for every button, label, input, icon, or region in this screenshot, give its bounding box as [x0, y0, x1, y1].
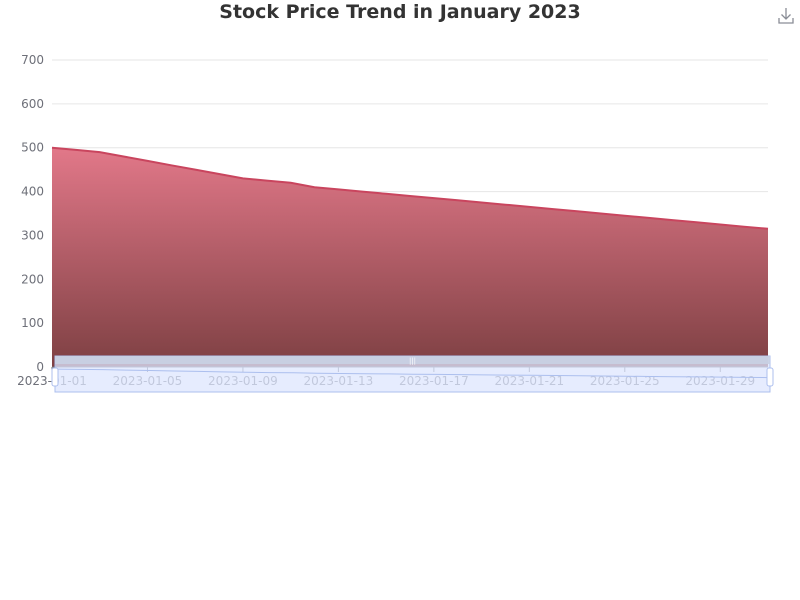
y-tick-label: 200 — [21, 272, 44, 286]
data-zoom-preview-line — [54, 368, 771, 379]
y-tick-label: 0 — [36, 360, 44, 374]
series-line — [51, 146, 769, 230]
y-tick-label: 100 — [21, 316, 44, 330]
data-zoom-end-handle[interactable] — [766, 367, 774, 387]
data-zoom-start-handle[interactable] — [51, 367, 59, 387]
data-zoom-grip-icon: ||| — [409, 357, 416, 365]
save-image-button[interactable] — [775, 5, 797, 27]
chart-title: Stock Price Trend in January 2023 — [219, 1, 581, 23]
y-tick-label: 500 — [21, 141, 44, 155]
data-zoom-move-bar[interactable] — [55, 356, 770, 364]
y-tick-label: 600 — [21, 97, 44, 111]
y-tick-label: 400 — [21, 185, 44, 199]
download-icon — [778, 8, 794, 24]
series-area — [52, 147, 768, 367]
y-tick-label: 300 — [21, 228, 44, 242]
y-tick-label: 700 — [21, 53, 44, 67]
